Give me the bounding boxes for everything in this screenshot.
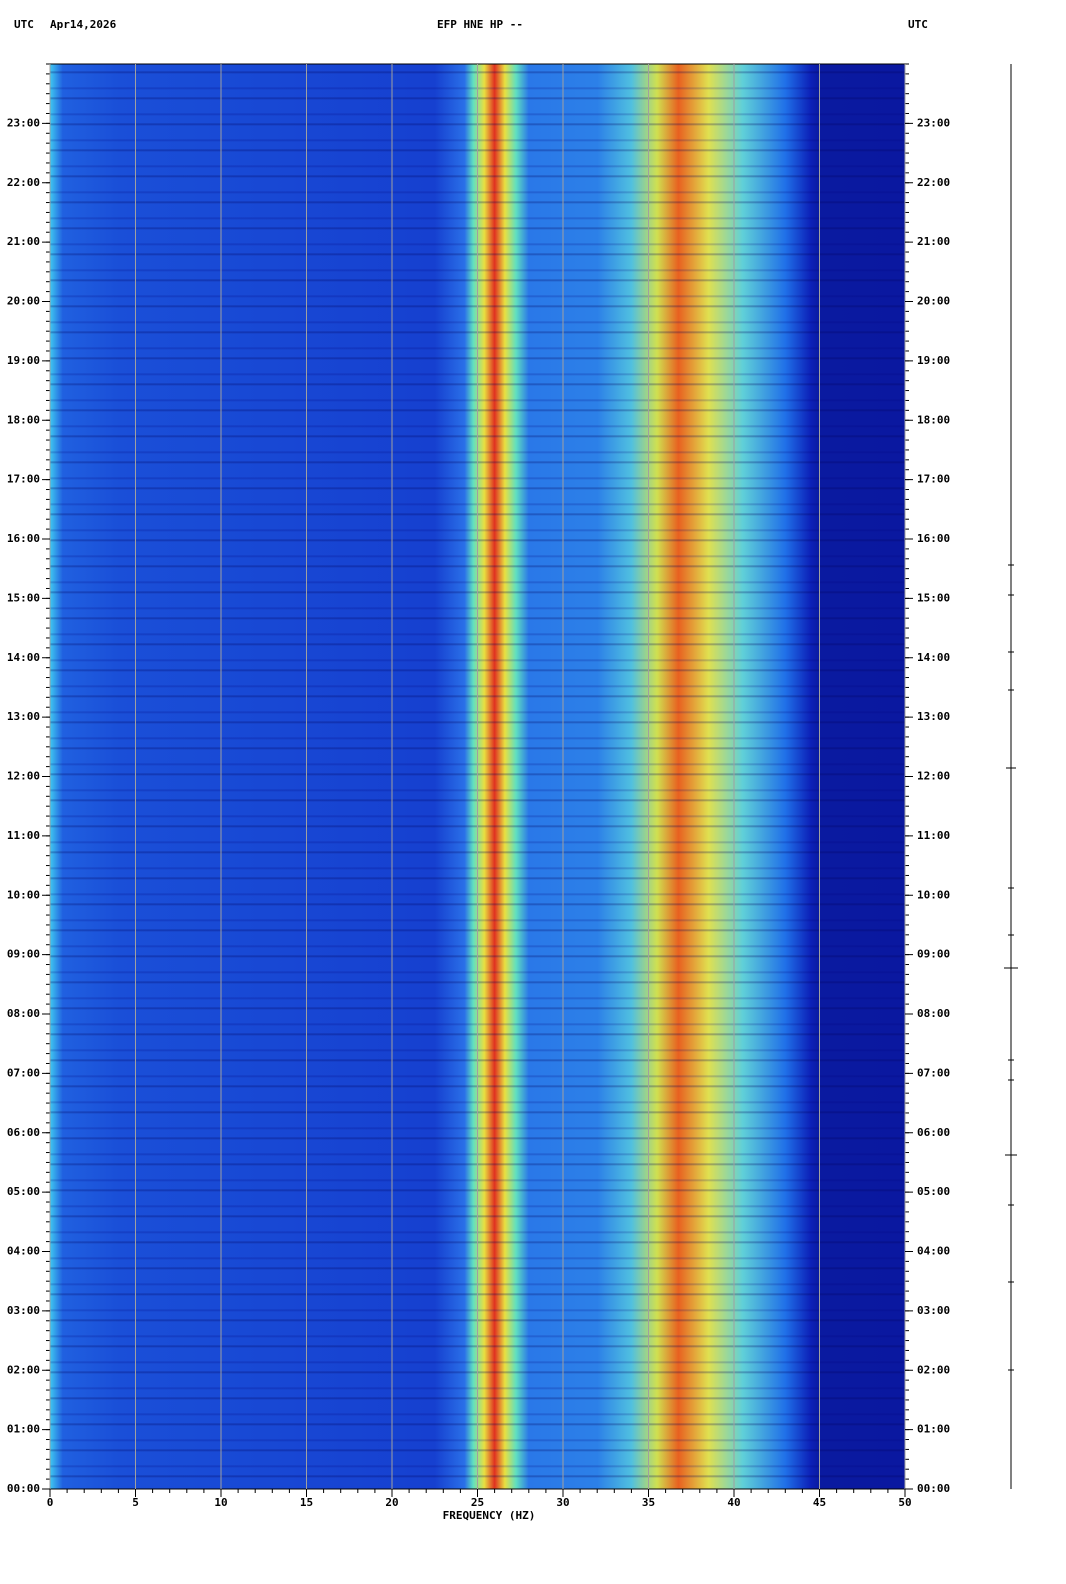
x-tick-label: 0 [47, 1496, 54, 1509]
timezone-left: UTC [14, 18, 34, 31]
y-tick-label-right: 20:00 [917, 295, 950, 308]
y-tick-label-right: 12:00 [917, 770, 950, 783]
y-tick-label: 13:00 [7, 710, 40, 723]
y-tick-label-right: 05:00 [917, 1185, 950, 1198]
x-tick-label: 10 [214, 1496, 227, 1509]
y-tick-label: 03:00 [7, 1304, 40, 1317]
y-tick-label-right: 01:00 [917, 1423, 950, 1436]
y-tick-label: 15:00 [7, 591, 40, 604]
y-tick-label-right: 15:00 [917, 591, 950, 604]
y-tick-label: 00:00 [7, 1482, 40, 1495]
y-tick-label: 17:00 [7, 473, 40, 486]
y-tick-label: 09:00 [7, 948, 40, 961]
y-tick-label: 02:00 [7, 1363, 40, 1376]
x-tick-label: 20 [385, 1496, 398, 1509]
date: Apr14,2026 [50, 18, 117, 31]
y-tick-label-right: 11:00 [917, 829, 950, 842]
y-tick-label-right: 21:00 [917, 235, 950, 248]
y-tick-label: 14:00 [7, 651, 40, 664]
y-tick-label: 11:00 [7, 829, 40, 842]
y-tick-label: 19:00 [7, 354, 40, 367]
y-tick-label-right: 02:00 [917, 1363, 950, 1376]
y-tick-label: 08:00 [7, 1007, 40, 1020]
y-tick-label-right: 22:00 [917, 176, 950, 189]
x-tick-label: 35 [642, 1496, 655, 1509]
y-tick-label-right: 16:00 [917, 532, 950, 545]
x-axis-label: FREQUENCY (HZ) [443, 1509, 536, 1522]
y-tick-label: 20:00 [7, 295, 40, 308]
y-tick-label: 22:00 [7, 176, 40, 189]
y-tick-label: 12:00 [7, 770, 40, 783]
y-tick-label-right: 18:00 [917, 413, 950, 426]
y-tick-label: 07:00 [7, 1066, 40, 1079]
y-tick-label-right: 08:00 [917, 1007, 950, 1020]
y-tick-label: 18:00 [7, 413, 40, 426]
y-tick-label-right: 03:00 [917, 1304, 950, 1317]
trace-events [1004, 564, 1018, 1371]
y-tick-label-right: 23:00 [917, 116, 950, 129]
chart-title: EFP HNE HP -- [437, 18, 523, 31]
y-tick-label: 10:00 [7, 888, 40, 901]
y-tick-label-right: 13:00 [917, 710, 950, 723]
y-tick-label: 05:00 [7, 1185, 40, 1198]
y-tick-label-right: 07:00 [917, 1066, 950, 1079]
y-tick-label: 04:00 [7, 1245, 40, 1258]
x-tick-label: 45 [813, 1496, 826, 1509]
y-tick-label-right: 14:00 [917, 651, 950, 664]
y-tick-label: 06:00 [7, 1126, 40, 1139]
y-tick-label: 21:00 [7, 235, 40, 248]
y-tick-label-right: 06:00 [917, 1126, 950, 1139]
y-tick-label-right: 19:00 [917, 354, 950, 367]
y-tick-label-right: 17:00 [917, 473, 950, 486]
y-tick-label-right: 04:00 [917, 1245, 950, 1258]
x-tick-label: 50 [898, 1496, 911, 1509]
y-tick-label: 16:00 [7, 532, 40, 545]
x-tick-label: 15 [300, 1496, 313, 1509]
y-tick-label: 01:00 [7, 1423, 40, 1436]
y-tick-label-right: 09:00 [917, 948, 950, 961]
timezone-right: UTC [908, 18, 928, 31]
x-tick-label: 5 [132, 1496, 139, 1509]
x-tick-label: 30 [556, 1496, 569, 1509]
y-tick-label-right: 00:00 [917, 1482, 950, 1495]
x-tick-label: 25 [471, 1496, 484, 1509]
x-tick-label: 40 [727, 1496, 740, 1509]
y-tick-label: 23:00 [7, 116, 40, 129]
y-tick-label-right: 10:00 [917, 888, 950, 901]
